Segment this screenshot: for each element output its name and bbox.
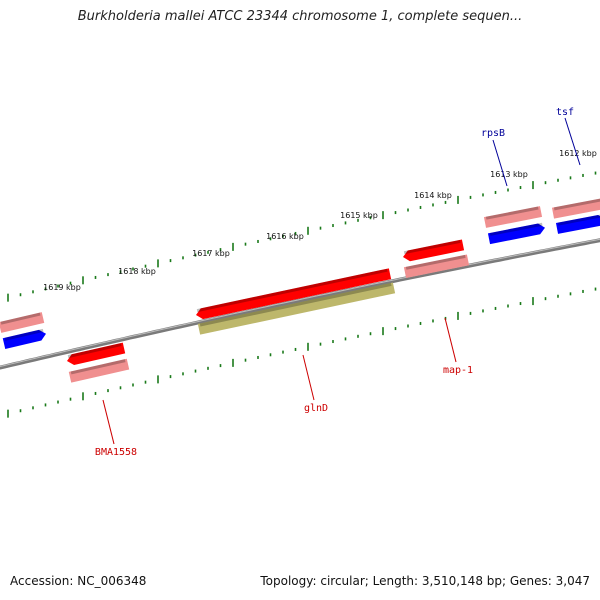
gene-map-1 (402, 239, 465, 262)
gene-label-map-1: map-1 (443, 365, 473, 376)
leader-line-rpsB (492, 139, 508, 187)
gene-label-BMA1558: BMA1558 (95, 447, 137, 458)
inner-tick-track (7, 287, 597, 418)
accession-text: Accession: NC_006348 (10, 574, 147, 588)
tick-label-1616-kbp: 1616 kbp (266, 232, 304, 241)
tick-label-1619-kbp: 1619 kbp (43, 283, 81, 292)
gene-rpsB-cds (483, 206, 543, 228)
outer-tick-track (7, 171, 597, 302)
gene-label-tsf: tsf (556, 107, 574, 118)
chromosome-backbone (0, 238, 600, 370)
gene-glnD-feature (197, 282, 396, 335)
gene-tsf-cds (551, 197, 600, 219)
genome-stats-text: Topology: circular; Length: 3,510,148 bp… (260, 574, 590, 588)
gene-left-cds (0, 312, 45, 333)
leader-line-glnD (302, 354, 315, 401)
tick-label-1615-kbp: 1615 kbp (340, 211, 378, 220)
gene-left-blue (2, 328, 47, 349)
leader-line-map-1 (444, 317, 457, 363)
gene-rpsB (487, 222, 546, 245)
gene-tsf (555, 214, 600, 234)
gene-label-rpsB: rpsB (481, 128, 505, 139)
gene-label-glnD: glnD (304, 403, 328, 414)
tick-label-1614-kbp: 1614 kbp (414, 191, 452, 200)
chromosome-backbone-highlight (0, 238, 600, 368)
gene-BMA1558 (66, 342, 126, 366)
tick-label-1618-kbp: 1618 kbp (118, 267, 156, 276)
tick-label-1613-kbp: 1613 kbp (490, 170, 528, 179)
gene-glnD (195, 268, 392, 320)
tick-label-1617-kbp: 1617 kbp (192, 249, 230, 258)
leader-line-tsf (564, 117, 581, 166)
gene-map-1-cds (403, 254, 470, 279)
leader-line-BMA1558 (102, 399, 115, 445)
tick-label-1612-kbp: 1612 kbp (559, 149, 597, 158)
gene-BMA1558-cds (68, 358, 130, 383)
map-title: Burkholderia mallei ATCC 23344 chromosom… (77, 9, 523, 24)
